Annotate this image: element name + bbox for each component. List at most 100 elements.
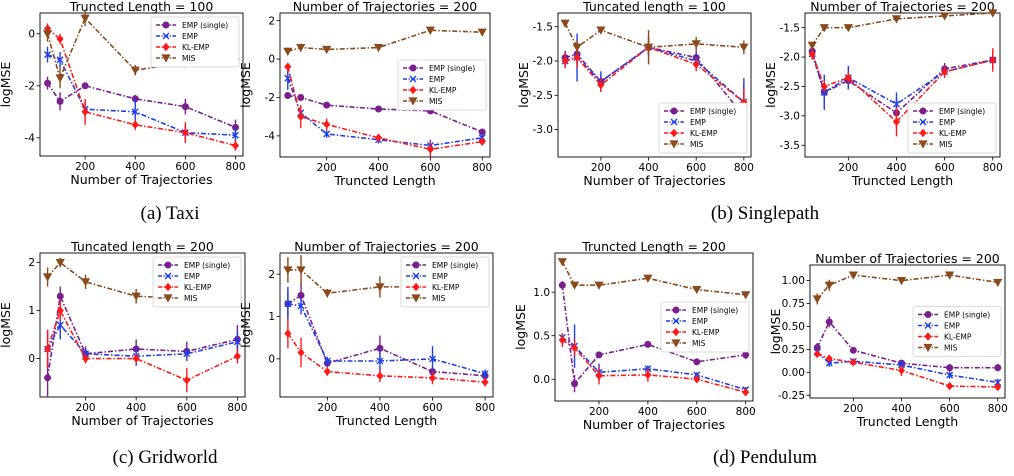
data-point <box>594 281 604 290</box>
x-tick-label: 800 <box>227 402 247 414</box>
y-axis-label: logMSE <box>763 62 778 108</box>
y-tick-label: -3.0 <box>780 110 801 122</box>
data-point <box>284 74 292 82</box>
data-point <box>739 43 749 52</box>
data-point <box>941 67 949 76</box>
plot-frame <box>39 252 246 398</box>
series-emp <box>44 310 241 369</box>
data-point <box>81 82 89 90</box>
y-tick-label: -0.25 <box>778 390 805 402</box>
data-point <box>897 361 905 369</box>
series-line <box>46 323 238 358</box>
series-mis <box>812 271 1003 305</box>
series-line <box>287 333 486 383</box>
chart-3: Number of Trajectories = 200 200 400 600 800… <box>763 0 1003 188</box>
legend-box <box>400 256 490 308</box>
data-point <box>595 351 603 359</box>
data-point <box>896 276 907 286</box>
legend-box <box>152 256 242 308</box>
legend-label: KL-EMP <box>944 332 972 341</box>
data-point <box>323 101 331 109</box>
x-tick-label: 600 <box>422 402 442 414</box>
x-tick-label: 400 <box>639 162 659 174</box>
legend-marker <box>408 97 418 106</box>
legend-label: EMP (single) <box>939 107 985 116</box>
plot-frame <box>557 12 752 158</box>
legend: EMP (single) EMP KL-EMP MIS <box>912 306 1002 357</box>
legend: EMP (single) EMP KL-EMP MIS <box>397 59 487 111</box>
legend-label: MIS <box>939 140 953 149</box>
x-tick-label: 600 <box>686 162 706 174</box>
y-tick-label: 0.25 <box>782 344 805 356</box>
y-tick-label: 0 <box>28 353 35 365</box>
series-line <box>287 29 483 53</box>
x-tick-label: 400 <box>126 402 146 414</box>
y-axis-label: logMSE <box>0 62 13 108</box>
series-mis <box>560 19 749 65</box>
data-point <box>693 375 701 384</box>
data-point <box>946 364 954 372</box>
data-point <box>807 41 817 50</box>
plot-frame <box>554 252 754 402</box>
legend-label: EMP (single) <box>432 261 478 270</box>
data-point <box>80 278 91 287</box>
x-tick-label: 600 <box>420 162 440 174</box>
data-point <box>891 15 902 24</box>
x-axis-label: Number of Trajectories <box>583 417 725 432</box>
data-point <box>825 359 833 367</box>
legend: EMP (single) EMP KL-EMP MIS <box>658 102 748 154</box>
series-line <box>811 12 993 46</box>
data-point <box>812 295 822 304</box>
series-line <box>816 274 998 300</box>
data-point <box>56 306 64 315</box>
data-point <box>558 335 566 345</box>
x-axis-label: Number of Trajectories <box>583 173 725 188</box>
legend-marker <box>672 327 680 337</box>
data-point <box>80 14 90 23</box>
data-point <box>374 133 383 142</box>
data-point <box>813 344 821 352</box>
data-point <box>570 343 579 353</box>
legend-label: MIS <box>690 140 704 149</box>
legend-marker <box>670 128 678 138</box>
data-point <box>42 273 53 282</box>
y-tick-label: 2 <box>268 15 275 27</box>
data-point <box>130 66 140 75</box>
data-point <box>375 283 385 292</box>
plot-frame <box>804 12 1001 158</box>
x-tick-label: 600 <box>940 403 960 415</box>
legend-label: EMP (single) <box>184 261 230 270</box>
legend-box <box>658 102 748 154</box>
x-axis-label: Truncted Length <box>335 413 437 428</box>
x-tick-label: 200 <box>75 161 95 173</box>
data-point <box>481 377 489 387</box>
data-point <box>43 344 52 354</box>
data-point <box>56 292 64 300</box>
series-line <box>47 53 236 136</box>
data-point <box>892 100 900 108</box>
x-axis-label: Truncted Length <box>851 173 953 188</box>
chart-0: Truncted Length = 100 200 400 600 800 -4 -2 0 Nu… <box>0 0 246 187</box>
series-line <box>561 285 746 386</box>
x-tick-label: 200 <box>317 162 337 174</box>
legend-marker <box>164 261 172 269</box>
x-axis-label: Truncted Length <box>333 173 435 188</box>
y-axis-label: logMSE <box>0 302 13 348</box>
caption-pendulum: (d) Pendulum <box>713 447 817 468</box>
series-line <box>564 46 745 103</box>
data-point <box>56 56 64 64</box>
data-point <box>323 367 331 376</box>
data-point <box>296 43 306 53</box>
x-tick-label: 800 <box>734 162 754 174</box>
series-line <box>564 46 745 103</box>
y-tick-label: 0.75 <box>782 298 805 310</box>
data-point <box>44 374 52 382</box>
legend-marker <box>412 261 420 269</box>
legend-label: EMP <box>692 317 708 326</box>
data-point <box>643 274 653 283</box>
legend-box <box>912 306 1002 357</box>
x-tick-label: 600 <box>175 161 195 173</box>
legend-marker <box>918 140 928 149</box>
legend-label: MIS <box>429 97 443 106</box>
legend-label: KL-EMP <box>692 328 720 337</box>
